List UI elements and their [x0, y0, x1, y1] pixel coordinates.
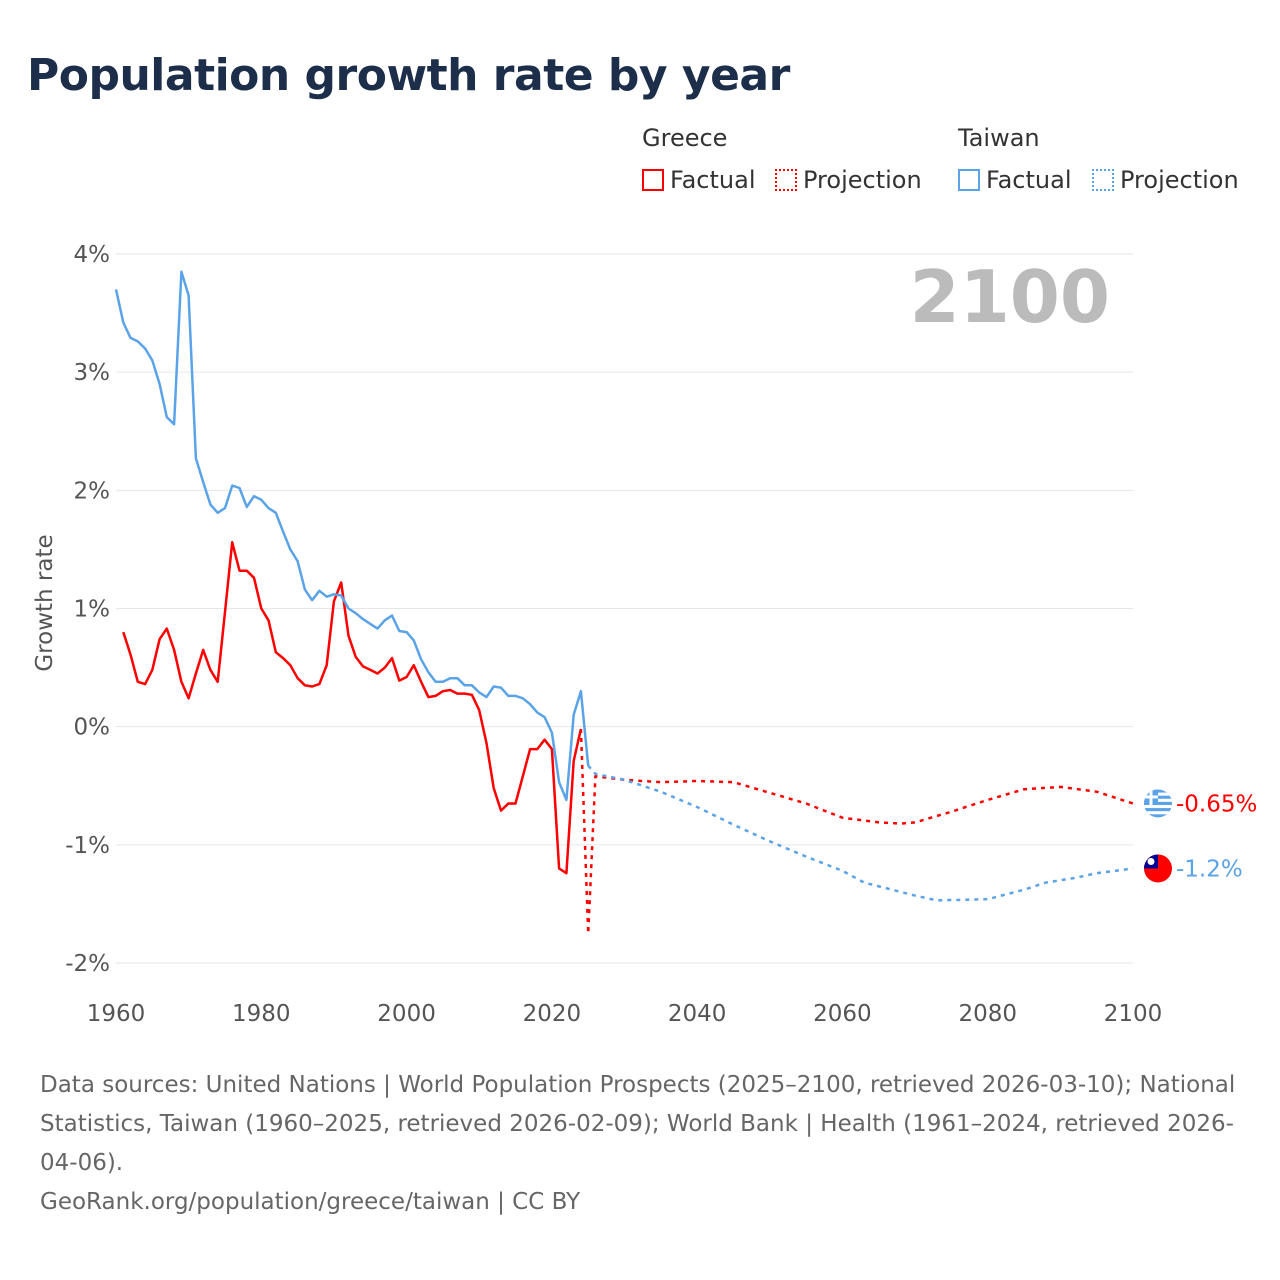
legend-label: Factual	[670, 166, 756, 194]
flag-greece	[1144, 789, 1172, 818]
series-line-taiwan-factual	[114, 270, 590, 802]
legend-taiwan-projection[interactable]: Projection	[1092, 166, 1239, 194]
y-tick-label: 4%	[74, 242, 111, 268]
y-tick-label: -2%	[65, 951, 110, 977]
end-value-label: -0.65%	[1176, 791, 1257, 817]
x-tick-label: 1960	[87, 1001, 146, 1027]
x-tick-label: 2060	[813, 1001, 872, 1027]
legend-greece-factual[interactable]: Factual	[642, 166, 756, 194]
series-line-taiwan-projection	[587, 764, 1134, 902]
chart-plot: 4% 3% 2% 1% 0% -1% -2% 1960 1980 2000 2020 2040 2060…	[32, 242, 1257, 1027]
y-tick-label: 1%	[74, 597, 111, 623]
y-tick-label: 2%	[74, 478, 111, 504]
year-label: 2100	[910, 255, 1110, 339]
legend-swatch	[958, 169, 980, 191]
legend-swatch	[642, 169, 664, 191]
end-value-label: -1.2%	[1176, 856, 1243, 882]
credit-link[interactable]: GeoRank.org/population/greece/taiwan | C…	[40, 1189, 581, 1215]
legend-swatch	[775, 169, 797, 191]
chart-title: Population growth rate by year	[27, 50, 790, 101]
y-tick-label: 3%	[74, 360, 111, 386]
series-line-greece-projection	[579, 728, 1134, 935]
x-tick-label: 2080	[958, 1001, 1017, 1027]
x-tick-label: 1980	[232, 1001, 291, 1027]
flag-taiwan	[1144, 854, 1172, 883]
legend-label: Projection	[803, 166, 922, 194]
footer: Data sources: United Nations | World Pop…	[40, 1066, 1250, 1222]
x-tick-label: 2000	[377, 1001, 436, 1027]
legend-group-greece: Greece	[642, 124, 728, 152]
y-axis-label: Growth rate	[32, 534, 58, 671]
legend-group-taiwan: Taiwan	[958, 124, 1040, 152]
x-tick-label: 2020	[523, 1001, 582, 1027]
data-sources: Data sources: United Nations | World Pop…	[40, 1072, 1236, 1176]
y-tick-label: 0%	[74, 715, 111, 741]
x-tick-label: 2100	[1104, 1001, 1163, 1027]
legend-swatch	[1092, 169, 1114, 191]
y-tick-label: -1%	[65, 833, 110, 859]
series-line-greece-factual	[122, 541, 583, 875]
legend-greece-projection[interactable]: Projection	[775, 166, 922, 194]
legend-label: Projection	[1120, 166, 1239, 194]
legend-taiwan-factual[interactable]: Factual	[958, 166, 1072, 194]
legend-label: Factual	[986, 166, 1072, 194]
x-tick-label: 2040	[668, 1001, 727, 1027]
